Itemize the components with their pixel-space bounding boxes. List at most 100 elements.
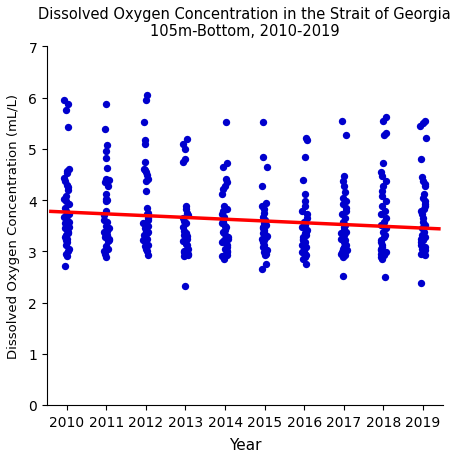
- Point: [142, 97, 149, 105]
- Y-axis label: Dissolved Oxygen Concentration (mL/L): Dissolved Oxygen Concentration (mL/L): [7, 94, 20, 358]
- Point: [417, 156, 424, 163]
- Point: [224, 244, 231, 252]
- Point: [180, 248, 188, 256]
- Point: [103, 232, 110, 239]
- Point: [262, 200, 269, 207]
- Point: [417, 123, 424, 130]
- Point: [64, 124, 72, 131]
- Point: [298, 249, 306, 257]
- Point: [419, 232, 426, 239]
- Point: [378, 203, 385, 211]
- Point: [102, 251, 109, 258]
- Point: [378, 169, 385, 176]
- Point: [302, 251, 309, 258]
- Point: [342, 252, 349, 259]
- Point: [142, 243, 149, 250]
- Point: [418, 242, 425, 249]
- Point: [263, 234, 270, 241]
- Point: [63, 170, 70, 178]
- Point: [100, 213, 107, 220]
- Point: [258, 183, 265, 190]
- Point: [63, 182, 70, 189]
- Point: [338, 235, 345, 243]
- Point: [302, 191, 309, 198]
- Point: [181, 283, 189, 290]
- Point: [260, 119, 267, 127]
- Point: [300, 247, 307, 254]
- Point: [140, 237, 147, 244]
- Point: [299, 237, 306, 244]
- Point: [220, 256, 227, 263]
- Point: [222, 233, 229, 240]
- Point: [418, 246, 426, 253]
- Point: [422, 118, 429, 125]
- Point: [342, 237, 349, 244]
- Point: [184, 213, 192, 220]
- Point: [259, 154, 266, 161]
- Point: [340, 254, 347, 262]
- Point: [63, 227, 70, 234]
- Point: [104, 142, 111, 150]
- Point: [302, 134, 309, 142]
- Point: [63, 193, 70, 200]
- Point: [102, 230, 109, 238]
- Point: [219, 191, 226, 198]
- Point: [302, 254, 309, 262]
- Point: [302, 252, 310, 259]
- Point: [261, 252, 269, 259]
- Point: [421, 206, 428, 213]
- Point: [104, 218, 111, 226]
- Point: [420, 178, 427, 185]
- Point: [220, 203, 227, 211]
- Point: [140, 220, 147, 227]
- Point: [338, 211, 345, 218]
- Point: [422, 201, 429, 208]
- Point: [100, 217, 108, 224]
- Point: [379, 229, 386, 236]
- Point: [104, 228, 111, 235]
- Point: [301, 222, 308, 229]
- Point: [422, 134, 429, 142]
- Point: [145, 217, 152, 224]
- Point: [339, 234, 346, 241]
- Point: [340, 201, 347, 208]
- Point: [379, 193, 386, 200]
- Point: [379, 183, 387, 190]
- Point: [382, 178, 390, 185]
- Point: [342, 229, 350, 236]
- Point: [144, 215, 151, 222]
- Point: [144, 172, 151, 179]
- Point: [382, 129, 389, 137]
- Point: [338, 118, 346, 125]
- Point: [300, 218, 307, 226]
- Point: [220, 164, 227, 171]
- Point: [64, 230, 71, 238]
- Point: [180, 253, 187, 261]
- Point: [220, 237, 227, 244]
- Point: [263, 164, 270, 171]
- Point: [184, 242, 191, 249]
- Point: [63, 253, 71, 261]
- Point: [259, 213, 266, 221]
- Point: [103, 243, 110, 250]
- Point: [60, 213, 68, 221]
- Point: [378, 222, 385, 229]
- Point: [341, 239, 348, 246]
- Point: [61, 97, 68, 105]
- Point: [378, 188, 385, 195]
- Point: [62, 263, 69, 270]
- Point: [419, 237, 427, 244]
- Point: [261, 246, 268, 253]
- Point: [303, 215, 310, 222]
- Point: [220, 230, 228, 238]
- Point: [263, 233, 270, 240]
- Point: [262, 261, 270, 268]
- Point: [144, 223, 152, 230]
- Point: [299, 234, 306, 241]
- Point: [62, 251, 69, 258]
- Point: [182, 156, 189, 163]
- Point: [381, 274, 388, 281]
- Point: [101, 248, 108, 256]
- Point: [144, 230, 151, 238]
- Point: [419, 249, 427, 257]
